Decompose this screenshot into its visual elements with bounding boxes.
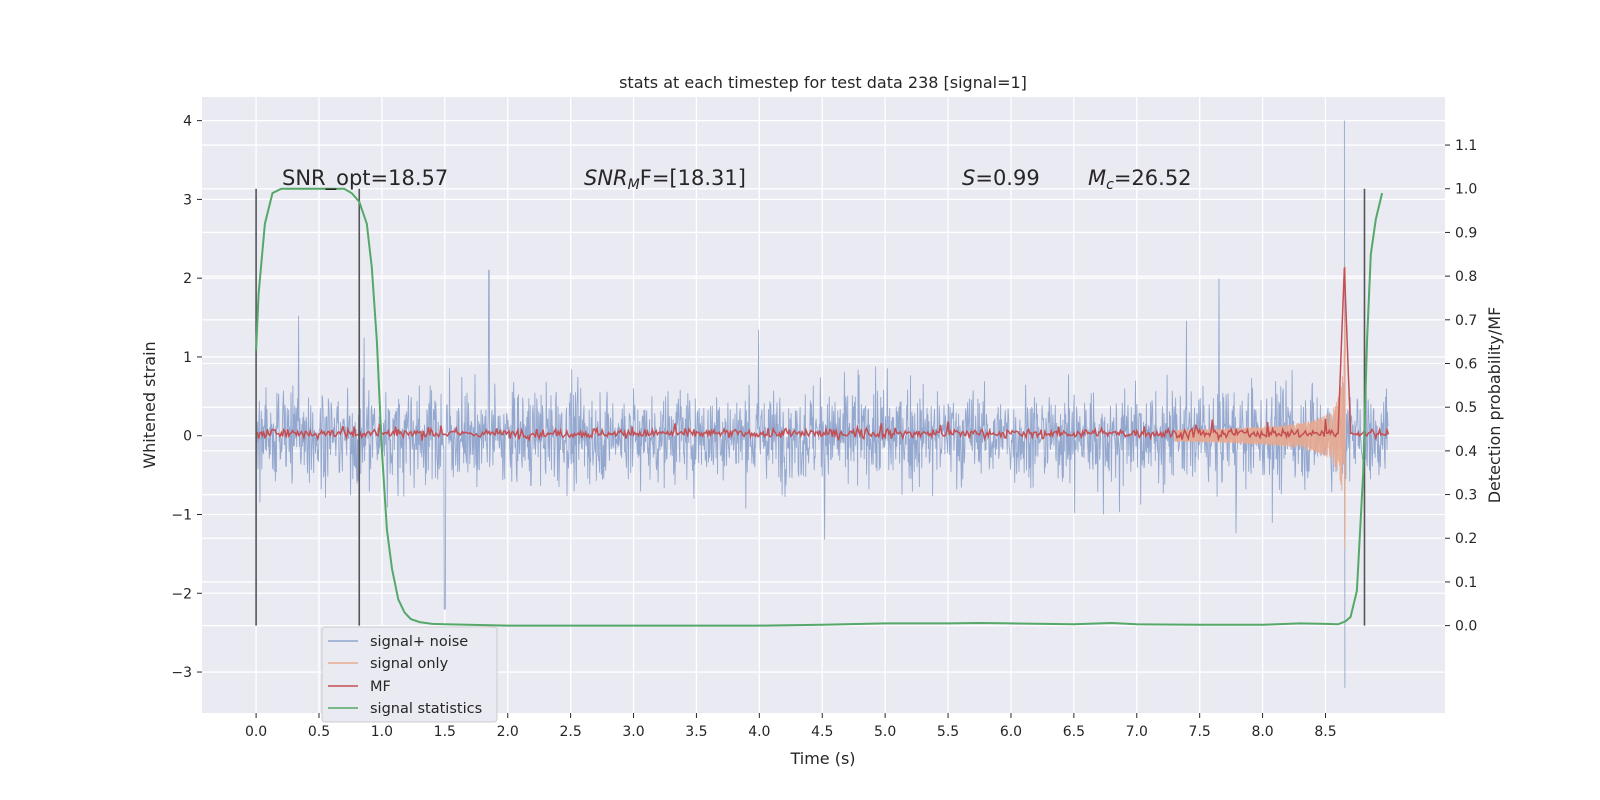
series-signal-statistics	[255, 187, 1384, 627]
y-left-tick-label-6: 3	[183, 192, 192, 208]
legend-label-signal-only: signal only	[370, 656, 449, 672]
y-left-tick-label-2: −1	[171, 507, 192, 523]
annotation-mc: Mc=26.52	[1088, 166, 1192, 193]
chart-title: stats at each timestep for test data 238…	[619, 73, 1027, 92]
x-tick-label-1: 0.5	[308, 724, 330, 740]
annotation-snr-mf: SNRMF=[18.31]	[584, 166, 746, 193]
line-signal-statistics	[255, 187, 1384, 627]
x-tick-label-9: 4.5	[811, 724, 833, 740]
y-left-tick-label-1: −2	[171, 586, 192, 602]
y-right-tick-label-0: 0.0	[1455, 619, 1477, 635]
x-tick-label-2: 1.0	[371, 724, 393, 740]
y-right-tick-label-9: 0.9	[1455, 225, 1477, 241]
legend-label-mf: MF	[370, 679, 391, 695]
y-right-tick-label-1: 0.1	[1455, 575, 1477, 591]
y-axis-label-right: Detection probability/MF	[1485, 307, 1504, 504]
y-right-tick-label-2: 0.2	[1455, 531, 1477, 547]
annotation-s: S=0.99	[962, 166, 1040, 190]
y-axis-label-left: Whitened strain	[140, 341, 159, 468]
ticks: 0.0 0.5 1.0 1.5 2.0 2.5 3.0 3.5 4.0 4.5 5.0 5.5 6.0 6…	[171, 114, 1477, 740]
x-tick-label-12: 6.0	[1000, 724, 1022, 740]
x-tick-label-14: 7.0	[1126, 724, 1148, 740]
y-right-tick-label-7: 0.7	[1455, 313, 1477, 329]
x-axis-label: Time (s)	[789, 749, 855, 768]
x-tick-label-4: 2.0	[497, 724, 519, 740]
y-right-tick-label-10: 1.0	[1455, 182, 1477, 198]
x-tick-label-17: 8.5	[1314, 724, 1336, 740]
y-right-tick-label-5: 0.5	[1455, 400, 1477, 416]
y-left-tick-label-7: 4	[183, 114, 192, 130]
x-tick-label-6: 3.0	[622, 724, 644, 740]
x-tick-label-3: 1.5	[434, 724, 456, 740]
x-tick-label-8: 4.0	[748, 724, 770, 740]
y-left-tick-label-5: 2	[183, 271, 192, 287]
x-tick-label-7: 3.5	[685, 724, 707, 740]
y-left-tick-label-4: 1	[183, 350, 192, 366]
x-tick-label-5: 2.5	[559, 724, 581, 740]
line-mf	[255, 267, 1390, 443]
y-right-tick-label-6: 0.6	[1455, 356, 1477, 372]
y-right-tick-label-8: 0.8	[1455, 269, 1477, 285]
x-tick-label-13: 6.5	[1063, 724, 1085, 740]
legend-box	[321, 626, 498, 723]
x-tick-label-11: 5.5	[937, 724, 959, 740]
series-mf	[255, 267, 1390, 443]
annotation-snr-opt: SNR_opt=18.57	[282, 166, 448, 191]
y-right-tick-label-4: 0.4	[1455, 444, 1477, 460]
legend-label-signal-statistics: signal statistics	[370, 701, 482, 717]
legend-label-signal-noise: signal+ noise	[370, 634, 468, 650]
x-tick-label-15: 7.5	[1189, 724, 1211, 740]
legend: signal+ noise signal only MF signal stat…	[321, 626, 498, 723]
x-tick-label-0: 0.0	[245, 724, 267, 740]
y-left-tick-label-0: −3	[171, 665, 192, 681]
x-tick-label-16: 8.0	[1251, 724, 1273, 740]
y-right-tick-label-11: 1.1	[1455, 138, 1477, 154]
x-tick-label-10: 5.0	[874, 724, 896, 740]
y-right-tick-label-3: 0.3	[1455, 488, 1477, 504]
y-left-tick-label-3: 0	[183, 429, 192, 445]
